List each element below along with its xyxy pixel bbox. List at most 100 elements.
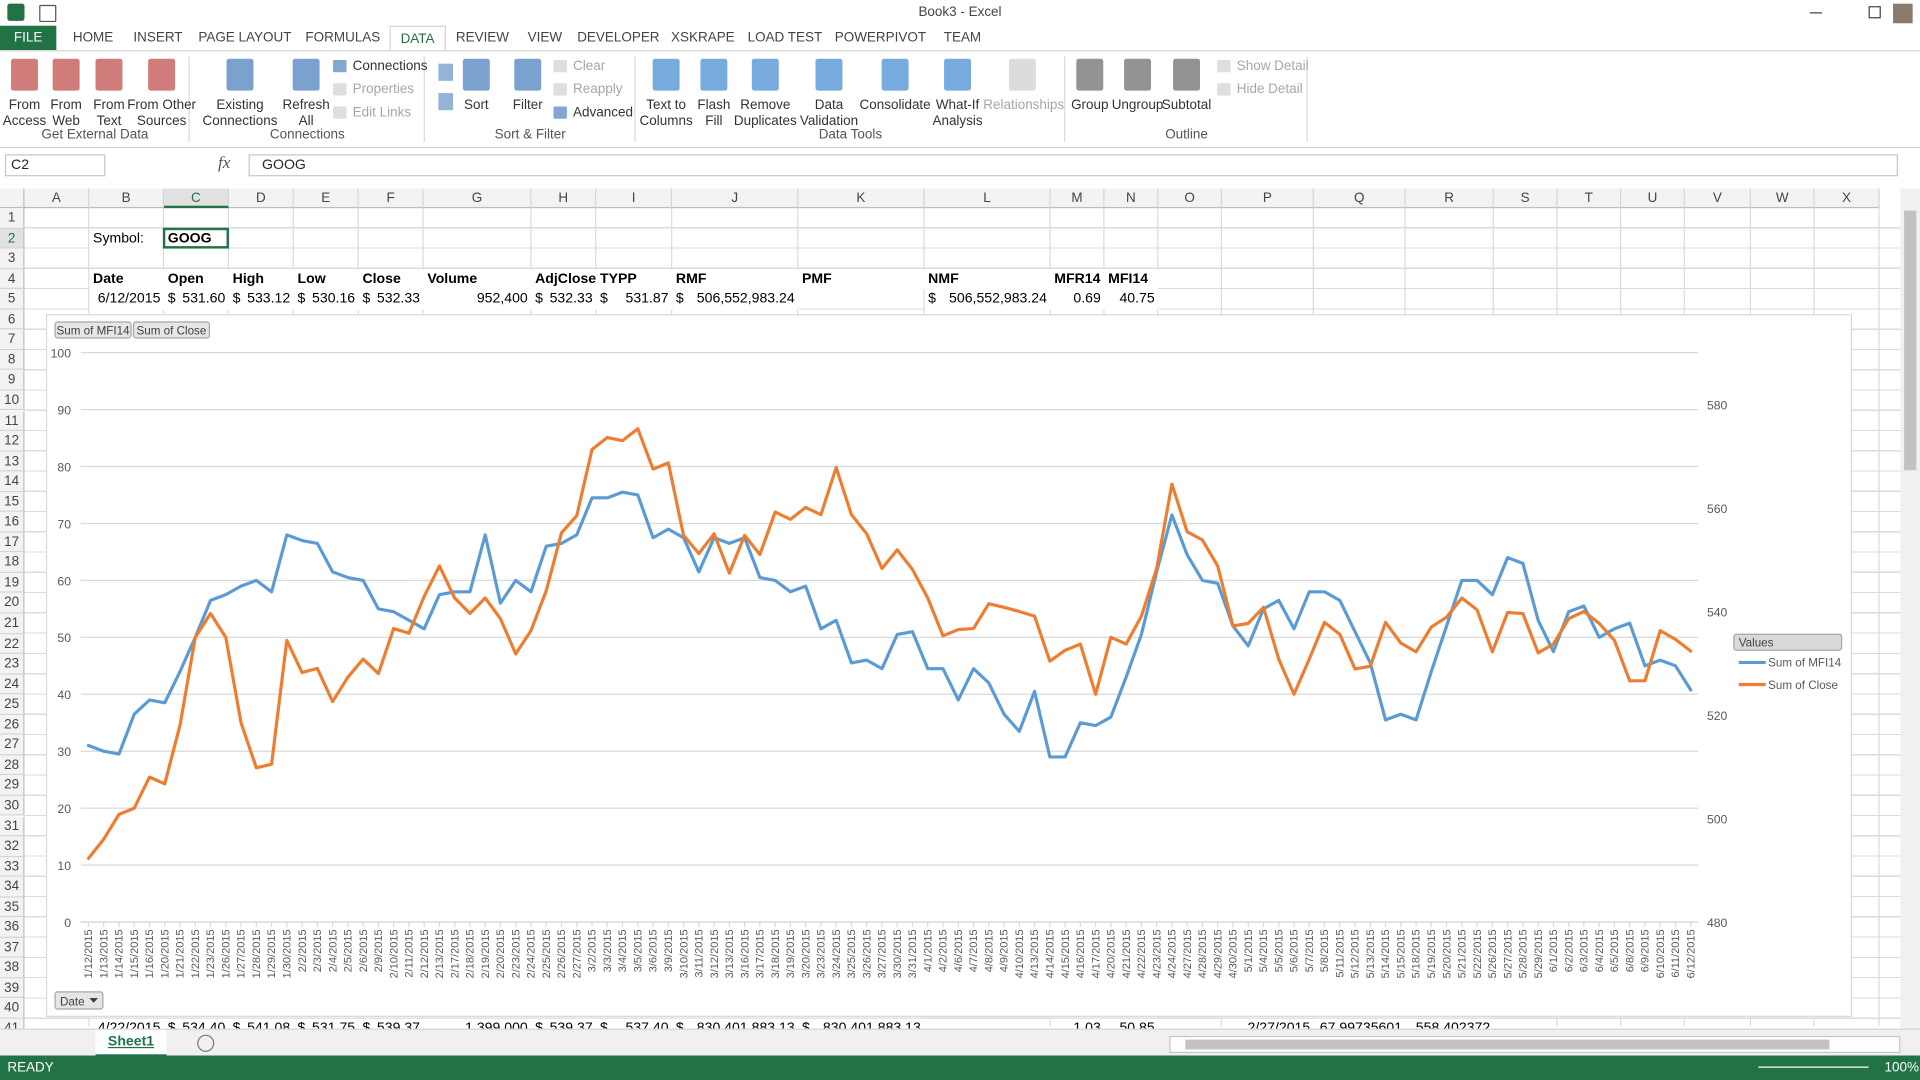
column-header[interactable]: G	[423, 188, 532, 209]
cell[interactable]: MFR14	[1050, 268, 1105, 290]
row-header[interactable]: 34	[0, 876, 25, 898]
scroll-thumb[interactable]	[1185, 1039, 1830, 1050]
ribbon-button[interactable]: From Web	[27, 56, 105, 129]
ribbon-tab[interactable]: FORMULAS	[305, 30, 381, 46]
cell[interactable]: $ 530.16	[293, 289, 359, 310]
row-header[interactable]: 40	[0, 998, 25, 1019]
row-header[interactable]: 4	[0, 268, 25, 290]
row-header[interactable]: 7	[0, 329, 25, 351]
ribbon-tab[interactable]: DEVELOPER	[577, 30, 660, 46]
formula-input[interactable]: GOOG	[248, 154, 1898, 177]
ribbon-small-button[interactable]: Edit Links	[333, 103, 411, 123]
legend-title-box[interactable]	[1733, 633, 1843, 651]
column-header[interactable]: K	[798, 188, 925, 209]
sheet-tab[interactable]: Sheet1	[95, 1029, 167, 1057]
ribbon-button[interactable]: Consolidate	[856, 56, 934, 127]
field-button[interactable]	[54, 321, 132, 339]
row-header[interactable]: 16	[0, 512, 25, 533]
ribbon-button[interactable]: Data Validation	[790, 56, 868, 129]
row-header[interactable]: 19	[0, 572, 25, 594]
row-header[interactable]: 39	[0, 978, 25, 999]
ribbon-button[interactable]: Flash Fill	[675, 56, 753, 129]
cell[interactable]: Volume	[423, 268, 532, 290]
row-header[interactable]: 23	[0, 653, 25, 675]
row-header[interactable]: 20	[0, 593, 25, 614]
column-header[interactable]: H	[531, 188, 597, 209]
ribbon-small-button[interactable]: Properties	[333, 80, 414, 100]
ribbon-button[interactable]: From Text	[70, 56, 148, 129]
column-header[interactable]: O	[1158, 188, 1223, 209]
cell[interactable]: $ 531.87	[596, 289, 673, 310]
restore[interactable]	[1868, 6, 1881, 19]
ribbon-button[interactable]: What-If Analysis	[918, 56, 996, 129]
row-header[interactable]: 2	[0, 228, 25, 249]
column-header[interactable]: U	[1621, 188, 1685, 209]
ribbon-button[interactable]: Relationships	[983, 56, 1064, 127]
user-avatar[interactable]	[1893, 3, 1913, 24]
field-button-label[interactable]: Sum of Close	[137, 324, 207, 337]
row-header[interactable]: 18	[0, 552, 25, 573]
column-header[interactable]: A	[24, 188, 90, 209]
column-header[interactable]: S	[1493, 188, 1558, 209]
row-header[interactable]: 24	[0, 674, 25, 695]
cell[interactable]: TYPP	[596, 268, 673, 290]
ribbon-button[interactable]: From Access	[0, 56, 64, 129]
row-header[interactable]: 5	[0, 289, 25, 310]
row-header[interactable]: 14	[0, 471, 25, 492]
ribbon-small-button[interactable]: Show Detail	[1217, 56, 1309, 76]
row-header[interactable]: 17	[0, 532, 25, 553]
ribbon-small-button[interactable]: Reapply	[553, 80, 622, 100]
cell[interactable]: PMF	[798, 268, 925, 290]
cell[interactable]: 952,400	[423, 289, 532, 310]
row-header[interactable]: 1	[0, 208, 25, 229]
row-header[interactable]: 31	[0, 816, 25, 837]
row-header[interactable]: 8	[0, 350, 25, 371]
ribbon-tab[interactable]: HOME	[72, 30, 114, 46]
cell[interactable]: $ 532.33	[531, 289, 597, 310]
row-header[interactable]: 9	[0, 370, 25, 391]
cell[interactable]: NMF	[924, 268, 1051, 290]
column-header[interactable]: B	[89, 188, 165, 209]
row-header[interactable]: 33	[0, 856, 25, 877]
ribbon-tab[interactable]: POWERPIVOT	[834, 30, 927, 46]
ribbon-tab[interactable]: INSERT	[133, 30, 183, 46]
ribbon-small-button[interactable]: Advanced	[553, 103, 633, 123]
zoom-slider[interactable]	[1758, 1066, 1869, 1068]
row-header[interactable]: 28	[0, 755, 25, 776]
axis-field-button-label[interactable]: Date	[60, 995, 85, 1008]
row-header[interactable]: 12	[0, 431, 25, 452]
row-header[interactable]: 37	[0, 937, 25, 958]
column-header[interactable]: M	[1050, 188, 1105, 209]
ribbon-button[interactable]: Filter	[489, 56, 567, 127]
cell[interactable]: Symbol:	[89, 228, 165, 249]
new-sheet-button[interactable]	[197, 1034, 215, 1052]
ribbon-tab[interactable]: REVIEW	[455, 30, 510, 46]
ribbon-button[interactable]: From Other Sources	[122, 56, 200, 129]
fx-button[interactable]: fx	[217, 154, 231, 173]
row-header[interactable]: 6	[0, 309, 25, 330]
row-header[interactable]: 36	[0, 917, 25, 938]
horizontal-scrollbar[interactable]	[1169, 1035, 1901, 1054]
select-all[interactable]	[0, 188, 25, 209]
column-header[interactable]: D	[228, 188, 294, 209]
ribbon-button[interactable]: Remove Duplicates	[726, 56, 804, 129]
cell[interactable]: 0.69	[1050, 289, 1105, 310]
ribbon-button[interactable]: Subtotal	[1147, 56, 1225, 127]
row-header[interactable]: 21	[0, 613, 25, 634]
cell[interactable]: 40.75	[1104, 289, 1159, 310]
field-button[interactable]	[132, 321, 211, 339]
ribbon-button[interactable]: Text to Columns	[627, 56, 705, 129]
cell[interactable]: Close	[358, 268, 424, 290]
ribbon-tab[interactable]: PAGE LAYOUT	[198, 30, 292, 46]
axis-field-button[interactable]	[54, 991, 104, 1010]
minimize[interactable]	[1809, 12, 1823, 14]
ribbon-button[interactable]: Refresh All	[267, 56, 345, 129]
name-box[interactable]: C2	[4, 154, 106, 177]
save-icon[interactable]	[39, 4, 57, 23]
ribbon-tab[interactable]: TEAM	[943, 30, 982, 46]
ribbon-tab[interactable]: FILE	[0, 25, 57, 51]
ribbon-small-button[interactable]: Clear	[553, 56, 605, 76]
ribbon-button[interactable]: Ungroup	[1098, 56, 1176, 127]
cell[interactable]: $ 532.33	[358, 289, 424, 310]
column-header[interactable]: I	[596, 188, 673, 209]
